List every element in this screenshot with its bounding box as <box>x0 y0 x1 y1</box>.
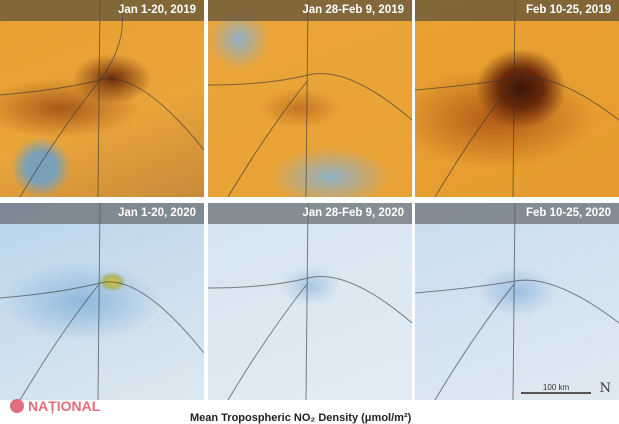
map-panel-feb-2020: Feb 10-25, 2020 100 km N <box>415 203 619 400</box>
road-lines <box>0 0 204 197</box>
north-arrow-icon: N <box>599 381 611 396</box>
road-lines <box>208 203 412 400</box>
scale-bar: 100 km <box>521 383 591 394</box>
legend-caption: Mean Tropospheric NO₂ Density (μmol/m²) <box>190 412 412 424</box>
map-panel-late-jan-2020: Jan 28-Feb 9, 2020 <box>208 203 412 400</box>
road-lines <box>415 0 619 197</box>
panel-date-label: Jan 1-20, 2019 <box>0 0 204 21</box>
road-lines <box>0 203 204 400</box>
watermark-logo: NAȚIONAL <box>10 398 100 414</box>
road-lines <box>415 203 619 400</box>
map-panel-late-jan-2019: Jan 28-Feb 9, 2019 <box>208 0 412 197</box>
map-panel-jan-2019: Jan 1-20, 2019 <box>0 0 204 197</box>
road-lines <box>208 0 412 197</box>
logo-text: NAȚIONAL <box>28 398 101 414</box>
panel-date-label: Jan 1-20, 2020 <box>0 203 204 224</box>
panel-date-label: Feb 10-25, 2019 <box>415 0 619 21</box>
panel-date-label: Feb 10-25, 2020 <box>415 203 619 224</box>
panel-date-label: Jan 28-Feb 9, 2019 <box>208 0 412 21</box>
map-panel-jan-2020: Jan 1-20, 2020 <box>0 203 204 400</box>
map-panel-feb-2019: Feb 10-25, 2019 <box>415 0 619 197</box>
panel-date-label: Jan 28-Feb 9, 2020 <box>208 203 412 224</box>
logo-icon <box>10 399 24 413</box>
